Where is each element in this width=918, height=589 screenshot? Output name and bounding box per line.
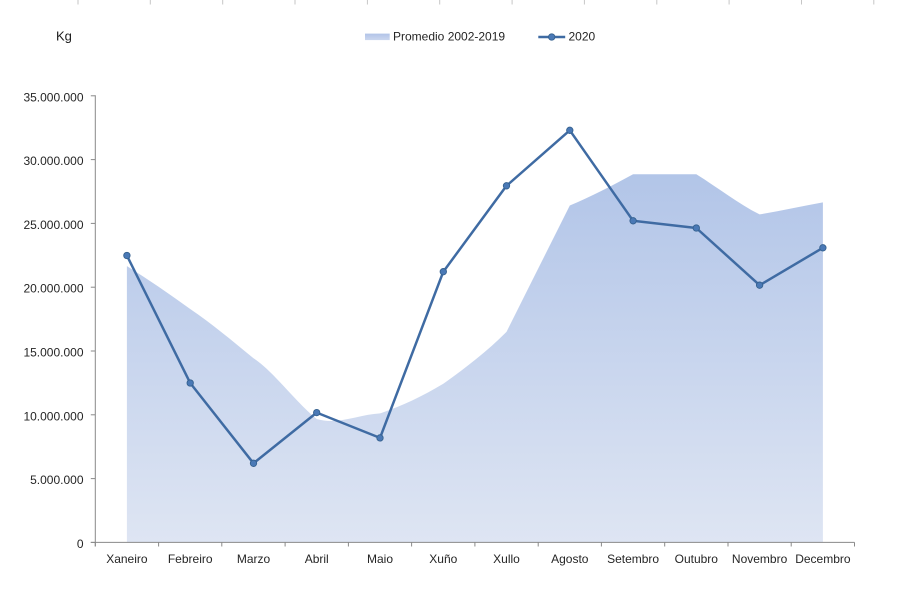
svg-text:Promedio 2002-2019: Promedio 2002-2019: [393, 29, 505, 43]
svg-text:Agosto: Agosto: [551, 552, 589, 566]
svg-text:10.000.000: 10.000.000: [23, 409, 83, 423]
svg-text:Abril: Abril: [305, 552, 329, 566]
svg-text:Decembro: Decembro: [795, 552, 851, 566]
svg-text:Xaneiro: Xaneiro: [106, 552, 148, 566]
svg-text:20.000.000: 20.000.000: [23, 282, 83, 296]
svg-text:Kg: Kg: [56, 29, 72, 44]
svg-text:5.000.000: 5.000.000: [30, 473, 84, 487]
svg-text:Xullo: Xullo: [493, 552, 520, 566]
svg-text:Novembro: Novembro: [732, 552, 788, 566]
svg-text:30.000.000: 30.000.000: [23, 154, 83, 168]
svg-text:2020: 2020: [569, 29, 596, 43]
svg-text:Setembro: Setembro: [607, 552, 659, 566]
svg-text:15.000.000: 15.000.000: [23, 346, 83, 360]
svg-text:Xuño: Xuño: [429, 552, 457, 566]
svg-text:Marzo: Marzo: [237, 552, 271, 566]
svg-text:Maio: Maio: [367, 552, 393, 566]
svg-text:Febreiro: Febreiro: [168, 552, 213, 566]
svg-text:35.000.000: 35.000.000: [23, 90, 83, 104]
svg-text:0: 0: [77, 537, 84, 551]
svg-text:25.000.000: 25.000.000: [23, 218, 83, 232]
svg-text:Outubro: Outubro: [675, 552, 719, 566]
